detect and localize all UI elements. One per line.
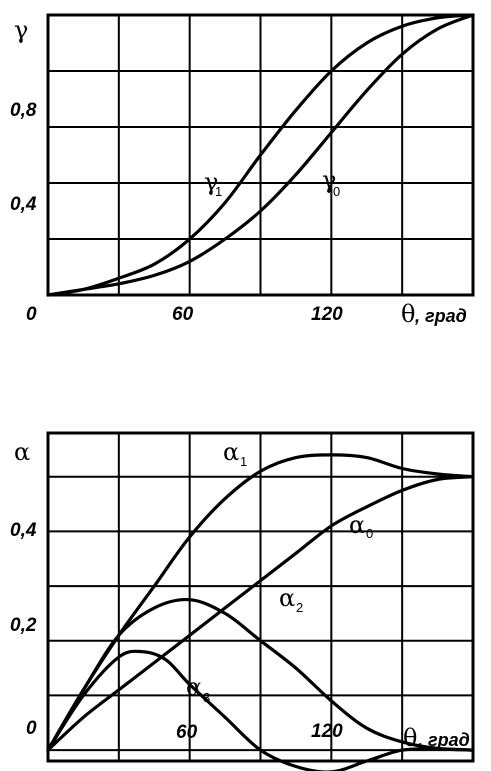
alpha-2-label: α xyxy=(279,584,295,612)
alpha-y-axis-label: α xyxy=(14,438,30,466)
alpha-x-axis-unit: , град xyxy=(417,730,470,750)
gamma-x-tick-60: 60 xyxy=(172,304,194,325)
alpha-3-label: α xyxy=(186,673,202,701)
alpha-x-tick-60: 60 xyxy=(176,722,198,743)
gamma-1-curve xyxy=(46,13,475,297)
alpha-1-label: α xyxy=(223,438,239,466)
gamma-x-tick-120: 120 xyxy=(311,304,343,325)
alpha-0-label-sub: 0 xyxy=(366,526,373,541)
gamma-x-tick-0: 0 xyxy=(26,304,37,325)
gamma-y-axis-label: γ xyxy=(14,16,28,44)
alpha-0-label: α xyxy=(349,511,365,539)
alpha-x-tick-0: 0 xyxy=(26,718,37,739)
gamma-x-axis-unit: , град xyxy=(414,306,467,326)
alpha-chart: α 0,4 0,2 0 60 120 θ , град α 1 α 0 α 2 … xyxy=(10,431,475,771)
alpha-3-label-sub: 3 xyxy=(203,690,210,705)
gamma-curves xyxy=(46,13,475,297)
gamma-0-label: γ xyxy=(322,166,336,194)
alpha-2-curve xyxy=(46,597,475,752)
alpha-y-tick-0.2: 0,2 xyxy=(10,615,37,636)
alpha-x-tick-120: 120 xyxy=(311,721,343,742)
gamma-0-curve xyxy=(46,13,475,297)
alpha-3-curve xyxy=(46,649,475,771)
alpha-grid xyxy=(48,433,473,761)
alpha-y-tick-0.4: 0,4 xyxy=(10,520,37,541)
gamma-0-label-sub: 0 xyxy=(333,184,340,199)
alpha-x-axis-symbol: θ xyxy=(403,724,417,752)
gamma-plot-frame xyxy=(46,13,475,297)
gamma-y-tick-0.4: 0,4 xyxy=(10,194,37,215)
alpha-1-label-sub: 1 xyxy=(240,454,247,469)
gamma-1-label: γ xyxy=(204,168,218,196)
alpha-2-label-sub: 2 xyxy=(296,600,303,615)
gamma-1-label-sub: 1 xyxy=(215,184,222,199)
alpha-plot-frame xyxy=(46,431,475,763)
alpha-curves xyxy=(46,453,475,771)
alpha-0-curve xyxy=(46,475,475,752)
gamma-chart: γ 0,8 0,4 0 60 120 θ , град γ 1 γ 0 xyxy=(10,13,475,328)
gamma-y-tick-0.8: 0,8 xyxy=(10,100,37,121)
gamma-x-axis-symbol: θ xyxy=(401,300,415,328)
